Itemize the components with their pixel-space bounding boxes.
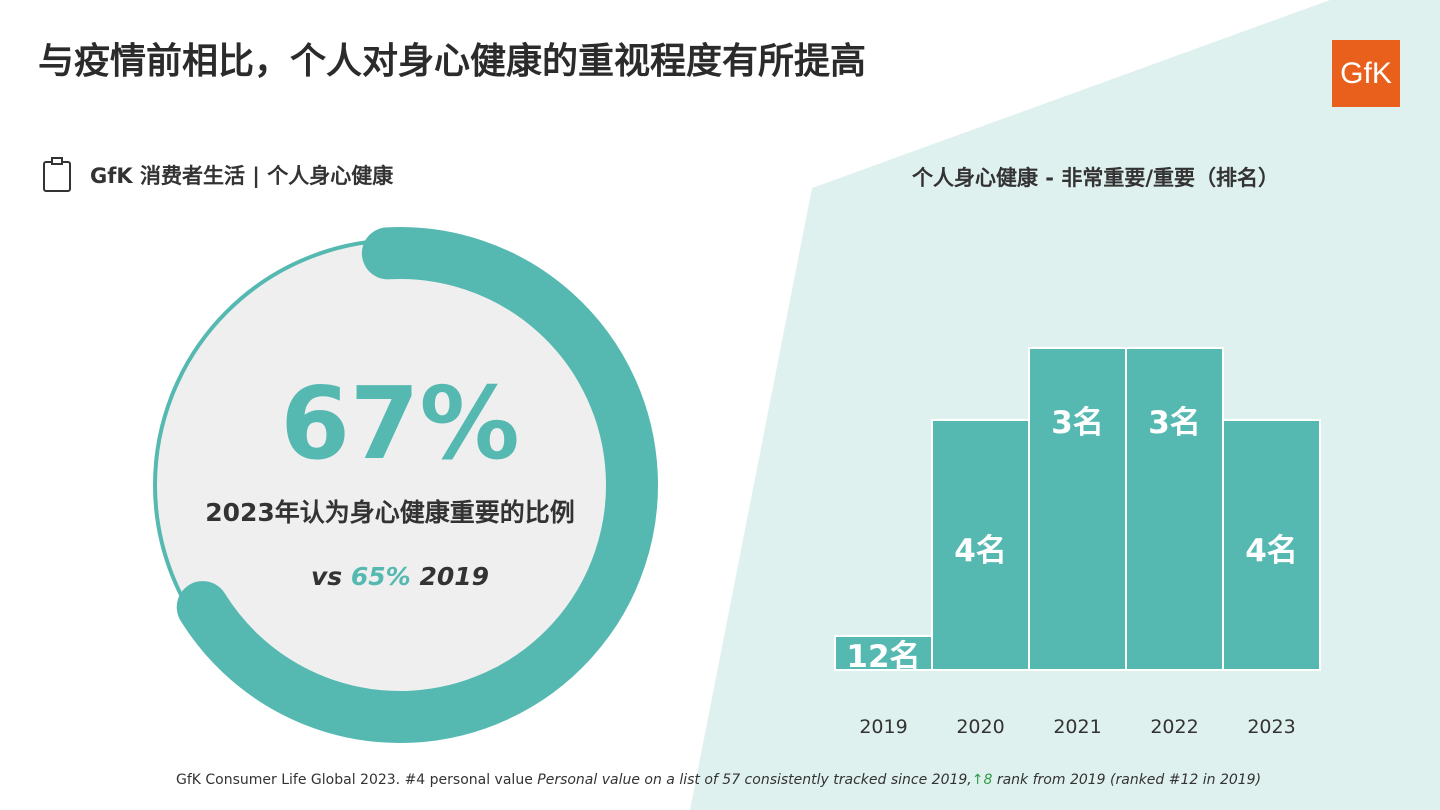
bar-label: 3名: [1051, 405, 1104, 441]
bar-2022: 3名: [1125, 347, 1224, 671]
footnote-italic: Personal value on a list of 57 consisten…: [537, 772, 972, 788]
clipboard-icon: [43, 157, 71, 192]
section-subtitle: GfK 消费者生活 | 个人身心健康: [42, 157, 393, 193]
page-title: 与疫情前相比，个人对身心健康的重视程度有所提高: [38, 41, 867, 82]
donut-value: 67%: [280, 365, 520, 482]
bar-label: 12名: [846, 639, 921, 675]
x-tick-label: 2023: [1247, 716, 1296, 738]
vs-prefix: vs: [310, 562, 343, 591]
bar-2021: 3名: [1028, 347, 1127, 671]
donut-arc: [141, 226, 658, 743]
x-tick-label: 2019: [859, 716, 908, 738]
footnote-main: GfK Consumer Life Global 2023. #4 person…: [176, 772, 538, 788]
donut-chart: [141, 226, 658, 743]
bar-label: 4名: [1245, 533, 1298, 569]
donut-label: 2023年认为身心健康重要的比例: [205, 498, 575, 527]
vs-value: 65%: [350, 562, 411, 591]
bar-2020: 4名: [931, 419, 1030, 671]
donut-comparison: vs 65% 2019: [200, 562, 600, 591]
footnote-rank-change: ↑8: [971, 772, 993, 788]
subtitle-text: GfK 消费者生活 | 个人身心健康: [90, 164, 394, 188]
bar-2019: 12名: [834, 635, 933, 675]
vs-year: 2019: [419, 562, 490, 591]
gfk-logo: GfK: [1332, 40, 1400, 107]
x-tick-label: 2021: [1053, 716, 1102, 738]
bar-label: 4名: [954, 533, 1007, 569]
bar-label: 3名: [1148, 405, 1201, 441]
x-tick-label: 2020: [956, 716, 1005, 738]
chart-title: 个人身心健康 - 非常重要/重要（排名）: [912, 166, 1280, 190]
x-tick-label: 2022: [1150, 716, 1199, 738]
footnote: GfK Consumer Life Global 2023. #4 person…: [176, 772, 1261, 788]
footnote-rest: rank from 2019 (ranked #12 in 2019): [992, 772, 1262, 788]
bar-2023: 4名: [1222, 419, 1321, 671]
